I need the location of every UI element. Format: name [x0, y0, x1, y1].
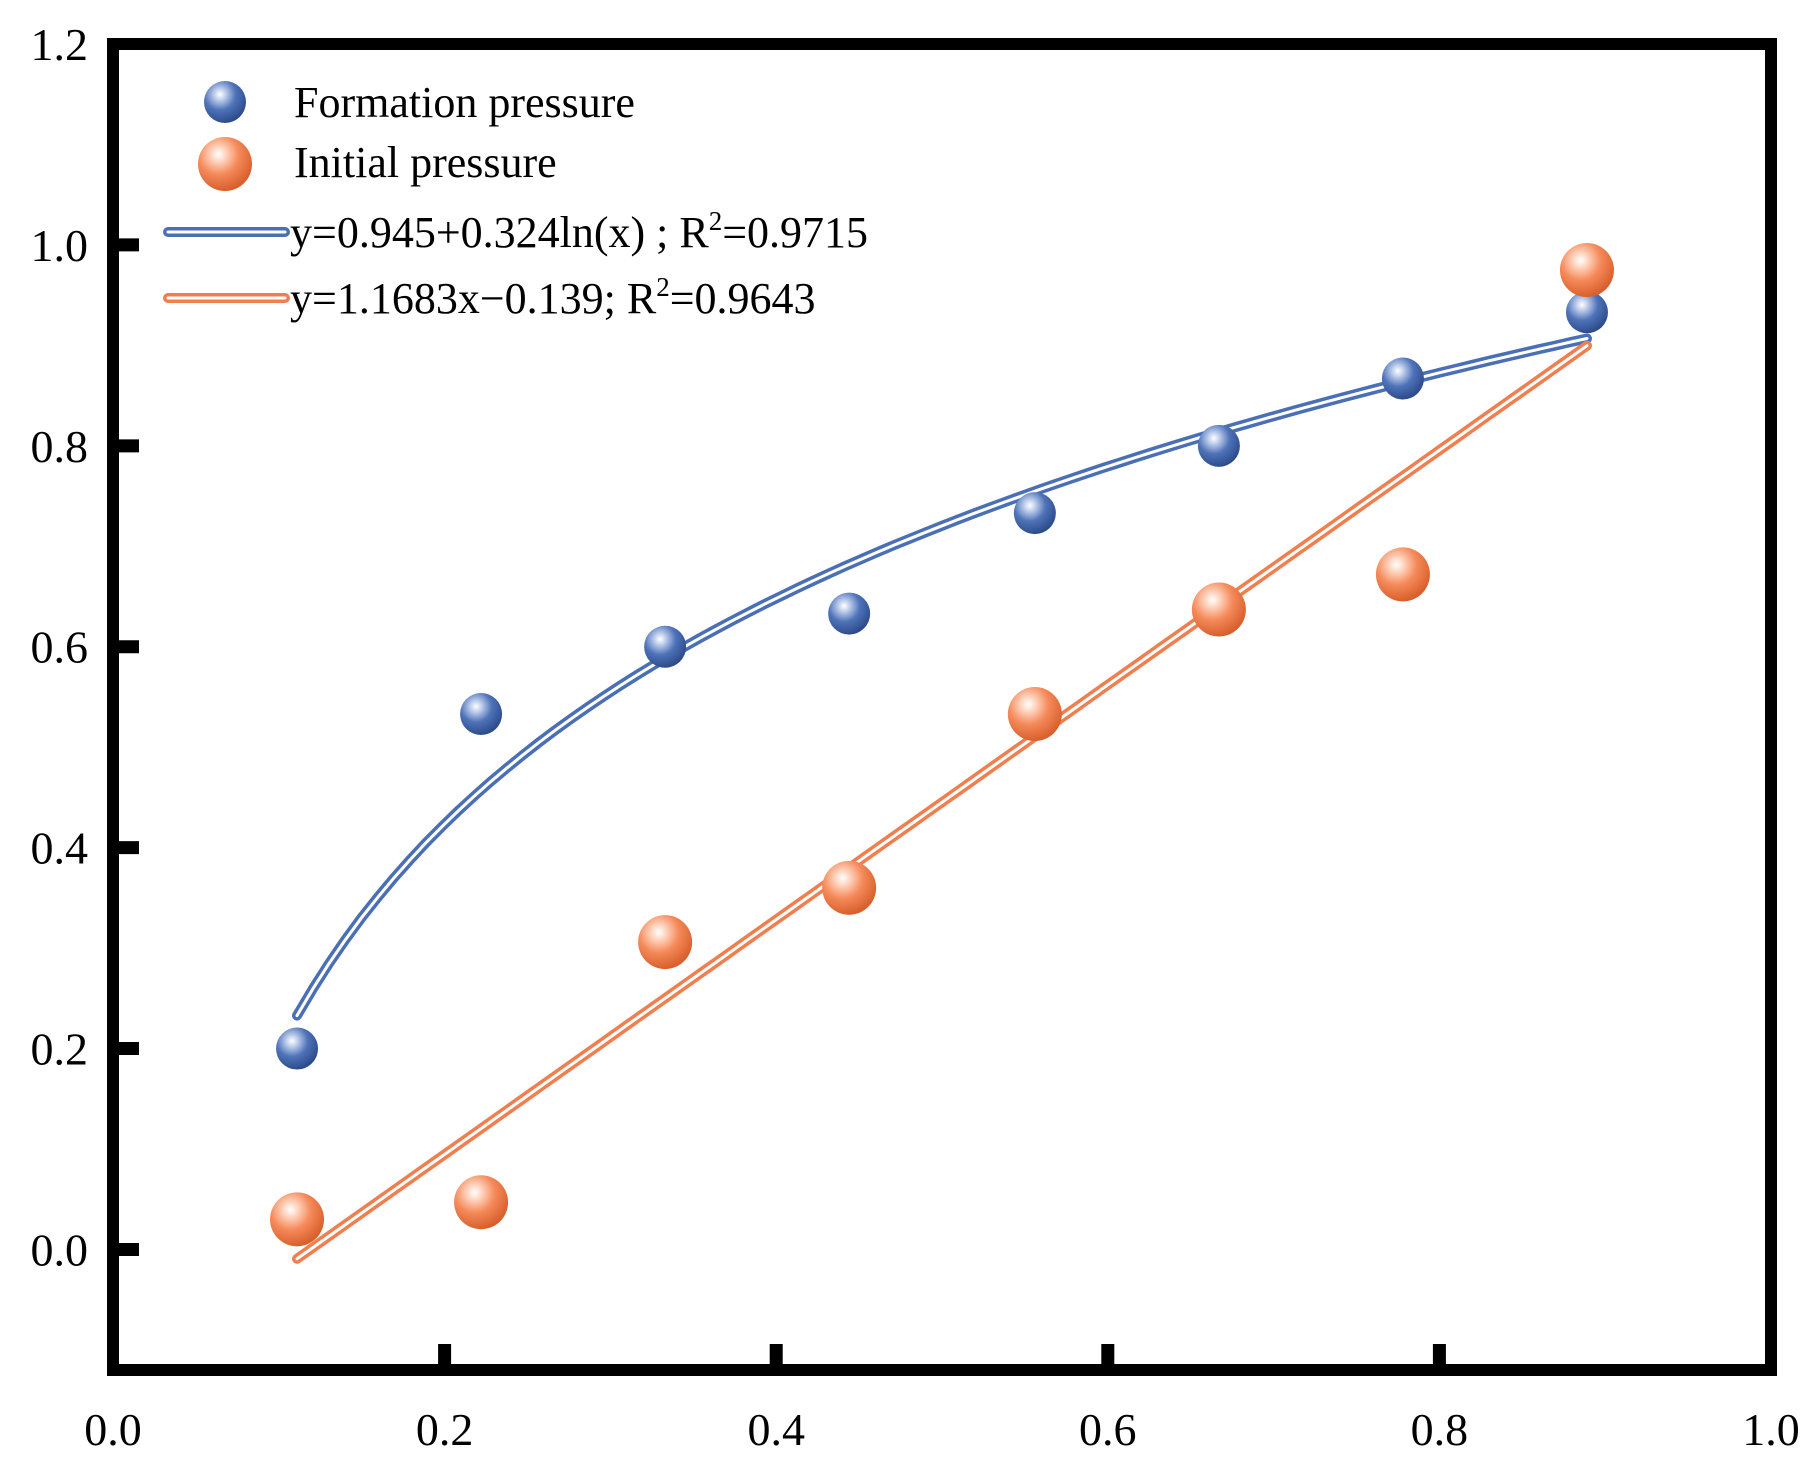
legend-label-formation: Formation pressure: [294, 78, 635, 127]
y-tick-label: 0.0: [31, 1224, 89, 1275]
formation-pressure-point: [644, 625, 687, 668]
y-tick-label: 0.2: [31, 1024, 89, 1075]
formation-pressure-point: [1013, 492, 1056, 535]
x-tick-label: 0.0: [84, 1404, 142, 1455]
formation-pressure-point: [828, 592, 871, 635]
formation-pressure-point: [1197, 424, 1240, 467]
legend: Formation pressure Initial pressure y=0.94…: [163, 78, 868, 323]
initial-pressure-point: [1191, 582, 1246, 637]
initial-pressure-point: [454, 1175, 509, 1230]
fit-lines: [292, 333, 1592, 1264]
linear-fit-inner: [295, 344, 1589, 1261]
axes: 0.0 0.2 0.4 0.6 0.8 1.0 0.0 0.2 0.4 0.6 0.8 1.0 1.2: [31, 19, 1800, 1455]
y-tick-label: 0.6: [31, 622, 89, 673]
y-tick-label: 0.4: [31, 823, 89, 874]
x-tick-label: 0.4: [747, 1404, 805, 1455]
x-tick-label: 0.8: [1411, 1404, 1469, 1455]
legend-label-initial: Initial pressure: [294, 138, 557, 187]
y-tick-label: 0.8: [31, 421, 89, 472]
y-tick-label: 1.2: [31, 19, 89, 70]
legend-marker-formation: [204, 81, 246, 123]
legend-label-linear-fit: y=1.1683x−0.139; R2=0.9643: [290, 272, 816, 323]
initial-pressure-point: [1007, 687, 1062, 742]
formation-pressure-point: [276, 1027, 319, 1070]
x-tick-label: 0.2: [416, 1404, 474, 1455]
initial-pressure-point: [822, 860, 877, 915]
formation-pressure-point: [1381, 357, 1424, 400]
legend-label-log-fit: y=0.945+0.324ln(x) ; R2=0.9715: [290, 206, 868, 257]
legend-marker-initial: [198, 137, 252, 191]
plot-frame: [107, 38, 1777, 1376]
formation-pressure-point: [460, 693, 503, 736]
formation-pressure-point: [1565, 291, 1608, 334]
initial-pressure-point: [1559, 243, 1614, 298]
x-tick-label: 0.6: [1079, 1404, 1137, 1455]
initial-pressure-point: [1375, 547, 1430, 602]
initial-pressure-point: [638, 915, 693, 970]
log-fit-inner: [295, 337, 1589, 1018]
initial-pressure-point: [270, 1192, 325, 1247]
x-tick-label: 1.0: [1742, 1404, 1800, 1455]
y-tick-label: 1.0: [31, 220, 89, 271]
log-fit-outer: [292, 333, 1592, 1021]
data-points: [270, 243, 1614, 1247]
